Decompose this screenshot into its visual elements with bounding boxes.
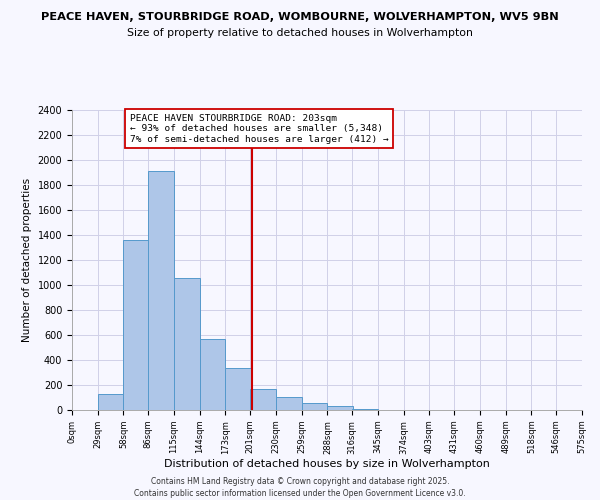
X-axis label: Distribution of detached houses by size in Wolverhampton: Distribution of detached houses by size … <box>164 459 490 469</box>
Bar <box>200 339 226 410</box>
Text: Size of property relative to detached houses in Wolverhampton: Size of property relative to detached ho… <box>127 28 473 38</box>
Bar <box>276 397 302 410</box>
Y-axis label: Number of detached properties: Number of detached properties <box>22 178 32 342</box>
Bar <box>98 394 124 410</box>
Bar <box>302 402 328 410</box>
Text: PEACE HAVEN STOURBRIDGE ROAD: 203sqm
← 93% of detached houses are smaller (5,348: PEACE HAVEN STOURBRIDGE ROAD: 203sqm ← 9… <box>130 114 388 144</box>
Text: Contains HM Land Registry data © Crown copyright and database right 2025.
Contai: Contains HM Land Registry data © Crown c… <box>134 476 466 498</box>
Bar <box>148 171 174 410</box>
Bar <box>328 406 353 410</box>
Bar <box>352 409 378 410</box>
Text: PEACE HAVEN, STOURBRIDGE ROAD, WOMBOURNE, WOLVERHAMPTON, WV5 9BN: PEACE HAVEN, STOURBRIDGE ROAD, WOMBOURNE… <box>41 12 559 22</box>
Bar <box>226 368 251 410</box>
Bar <box>174 278 200 410</box>
Bar <box>250 389 276 410</box>
Bar <box>124 240 149 410</box>
